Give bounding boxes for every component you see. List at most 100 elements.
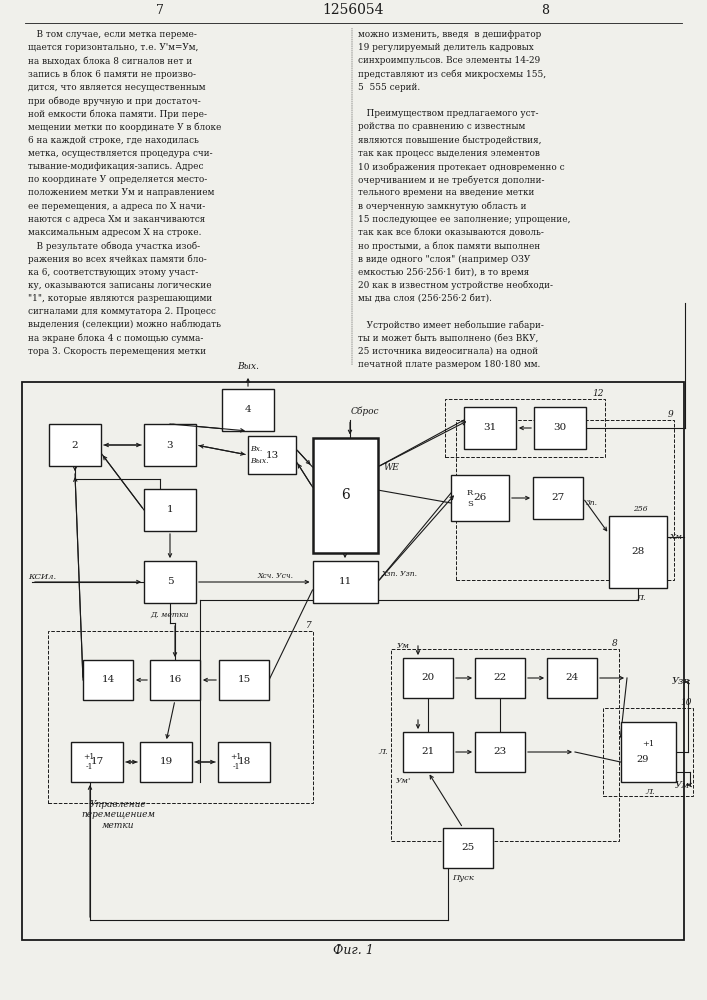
- Bar: [403, 732, 453, 772]
- Text: щается горизонтально, т.е. У'м=Ум,: щается горизонтально, т.е. У'м=Ум,: [28, 43, 199, 52]
- Text: ройства по сравнению с известным: ройства по сравнению с известным: [358, 122, 525, 131]
- Text: при обводе вручную и при достаточ-: при обводе вручную и при достаточ-: [28, 96, 201, 105]
- Text: 25: 25: [462, 844, 474, 852]
- Text: 29: 29: [637, 756, 649, 764]
- Bar: [218, 742, 270, 782]
- Text: сигналами для коммутатора 2. Процесс: сигналами для коммутатора 2. Процесс: [28, 307, 216, 316]
- Text: 17: 17: [90, 758, 104, 766]
- Text: по координате У определяется место-: по координате У определяется место-: [28, 175, 207, 184]
- Text: выделения (селекции) можно наблюдать: выделения (селекции) можно наблюдать: [28, 320, 221, 329]
- Text: 19: 19: [159, 758, 173, 766]
- Text: Устройство имеет небольшие габари-: Устройство имеет небольшие габари-: [358, 320, 544, 330]
- Bar: [312, 561, 378, 603]
- Text: тора 3. Скорость перемещения метки: тора 3. Скорость перемещения метки: [28, 347, 206, 356]
- Text: Вых.: Вых.: [250, 457, 269, 465]
- Text: 8: 8: [612, 639, 618, 648]
- Bar: [150, 660, 200, 700]
- Text: наются с адреса Хм и заканчиваются: наются с адреса Хм и заканчиваются: [28, 215, 205, 224]
- Bar: [140, 742, 192, 782]
- Text: синхроимпульсов. Все элементы 14-29: синхроимпульсов. Все элементы 14-29: [358, 56, 540, 65]
- Text: 15: 15: [238, 676, 250, 684]
- Text: мещении метки по координате У в блоке: мещении метки по координате У в блоке: [28, 122, 221, 132]
- Text: печатной плате размером 180·180 мм.: печатной плате размером 180·180 мм.: [358, 360, 540, 369]
- Text: ты и может быть выполнено (без ВКУ,: ты и может быть выполнено (без ВКУ,: [358, 334, 538, 343]
- Text: в виде одного "слоя" (например ОЗУ: в виде одного "слоя" (например ОЗУ: [358, 254, 530, 264]
- Text: Зп.: Зп.: [586, 499, 598, 507]
- Text: на выходах блока 8 сигналов нет и: на выходах блока 8 сигналов нет и: [28, 56, 192, 65]
- Text: но простыми, а блок памяти выполнен: но простыми, а блок памяти выполнен: [358, 241, 540, 251]
- Text: на экране блока 4 с помощью сумма-: на экране блока 4 с помощью сумма-: [28, 334, 204, 343]
- Bar: [144, 424, 196, 466]
- Text: 5  555 серий.: 5 555 серий.: [358, 83, 420, 92]
- Text: Ум': Ум': [395, 777, 411, 785]
- Text: S: S: [467, 500, 473, 508]
- Text: ной емкости блока памяти. При пере-: ной емкости блока памяти. При пере-: [28, 109, 207, 119]
- Text: 7: 7: [305, 621, 312, 630]
- Text: -1: -1: [86, 763, 93, 771]
- Text: мы два слоя (256·256·2 бит).: мы два слоя (256·256·2 бит).: [358, 294, 492, 303]
- Bar: [547, 658, 597, 698]
- Text: 6: 6: [341, 488, 349, 502]
- Text: -1: -1: [233, 763, 240, 771]
- Text: ражения во всех ячейках памяти бло-: ражения во всех ячейках памяти бло-: [28, 254, 206, 264]
- Text: тельного времени на введение метки: тельного времени на введение метки: [358, 188, 534, 197]
- Text: Л.: Л.: [645, 788, 655, 796]
- Bar: [603, 708, 693, 796]
- Text: Хм: Хм: [670, 533, 683, 541]
- Bar: [71, 742, 123, 782]
- Text: 13: 13: [265, 450, 279, 460]
- Text: 21: 21: [421, 748, 435, 756]
- Bar: [222, 389, 274, 431]
- Text: Преимуществом предлагаемого уст-: Преимуществом предлагаемого уст-: [358, 109, 539, 118]
- Text: 14: 14: [101, 676, 115, 684]
- Bar: [451, 475, 509, 521]
- Text: 26: 26: [474, 493, 486, 502]
- Text: 18: 18: [238, 758, 250, 766]
- Bar: [83, 660, 133, 700]
- Text: Вых.: Вых.: [237, 362, 259, 371]
- Text: 3: 3: [167, 440, 173, 450]
- Bar: [391, 649, 619, 841]
- Bar: [609, 516, 667, 588]
- Bar: [443, 828, 493, 868]
- Text: в очерченную замкнутую область и: в очерченную замкнутую область и: [358, 202, 527, 211]
- Text: тывание-модификация-запись. Адрес: тывание-модификация-запись. Адрес: [28, 162, 204, 171]
- Bar: [534, 407, 586, 449]
- Text: так как все блоки оказываются доволь-: так как все блоки оказываются доволь-: [358, 228, 544, 237]
- Text: 23: 23: [493, 748, 507, 756]
- Text: Д. метки: Д. метки: [151, 611, 189, 619]
- Text: 30: 30: [554, 424, 566, 432]
- Text: ку, оказываются записаны логические: ку, оказываются записаны логические: [28, 281, 211, 290]
- Text: представляют из себя микросхемы 155,: представляют из себя микросхемы 155,: [358, 70, 546, 79]
- Text: Хсч. Усч.: Хсч. Усч.: [257, 572, 293, 580]
- Text: "1", которые являются разрешающими: "1", которые являются разрешающими: [28, 294, 212, 303]
- Text: 2: 2: [71, 440, 78, 450]
- Text: очерчиванием и не требуется дополни-: очерчиванием и не требуется дополни-: [358, 175, 544, 185]
- Text: 256: 256: [633, 505, 648, 513]
- Text: 25 источника видеосигнала) на одной: 25 источника видеосигнала) на одной: [358, 347, 538, 356]
- Text: +1: +1: [642, 740, 654, 748]
- Bar: [22, 382, 684, 940]
- Text: Узп: Узп: [672, 678, 690, 686]
- Text: 9: 9: [667, 410, 673, 419]
- Text: 10: 10: [681, 698, 692, 707]
- Text: положением метки Ум и направлением: положением метки Ум и направлением: [28, 188, 214, 197]
- Text: Ум: Ум: [675, 780, 690, 790]
- Text: 12: 12: [592, 389, 604, 398]
- Text: Фиг. 1: Фиг. 1: [332, 944, 373, 956]
- Text: являются повышение быстродействия,: являются повышение быстродействия,: [358, 136, 542, 145]
- Text: Хзп. Узп.: Хзп. Узп.: [382, 570, 418, 578]
- Bar: [621, 722, 675, 782]
- Text: Управление
перемещением
метки: Управление перемещением метки: [81, 800, 155, 830]
- Text: КСИл.: КСИл.: [28, 573, 56, 581]
- Text: 20: 20: [421, 674, 435, 682]
- Text: WE: WE: [383, 462, 399, 472]
- Text: R: R: [467, 489, 473, 497]
- Text: 15 последующее ее заполнение; упрощение,: 15 последующее ее заполнение; упрощение,: [358, 215, 571, 224]
- Text: 7: 7: [156, 3, 164, 16]
- Bar: [403, 658, 453, 698]
- Text: Ум: Ум: [397, 642, 409, 650]
- Text: Л.: Л.: [378, 748, 388, 756]
- Text: можно изменить, введя  в дешифратор: можно изменить, введя в дешифратор: [358, 30, 542, 39]
- Text: 19 регулируемый делитель кадровых: 19 регулируемый делитель кадровых: [358, 43, 534, 52]
